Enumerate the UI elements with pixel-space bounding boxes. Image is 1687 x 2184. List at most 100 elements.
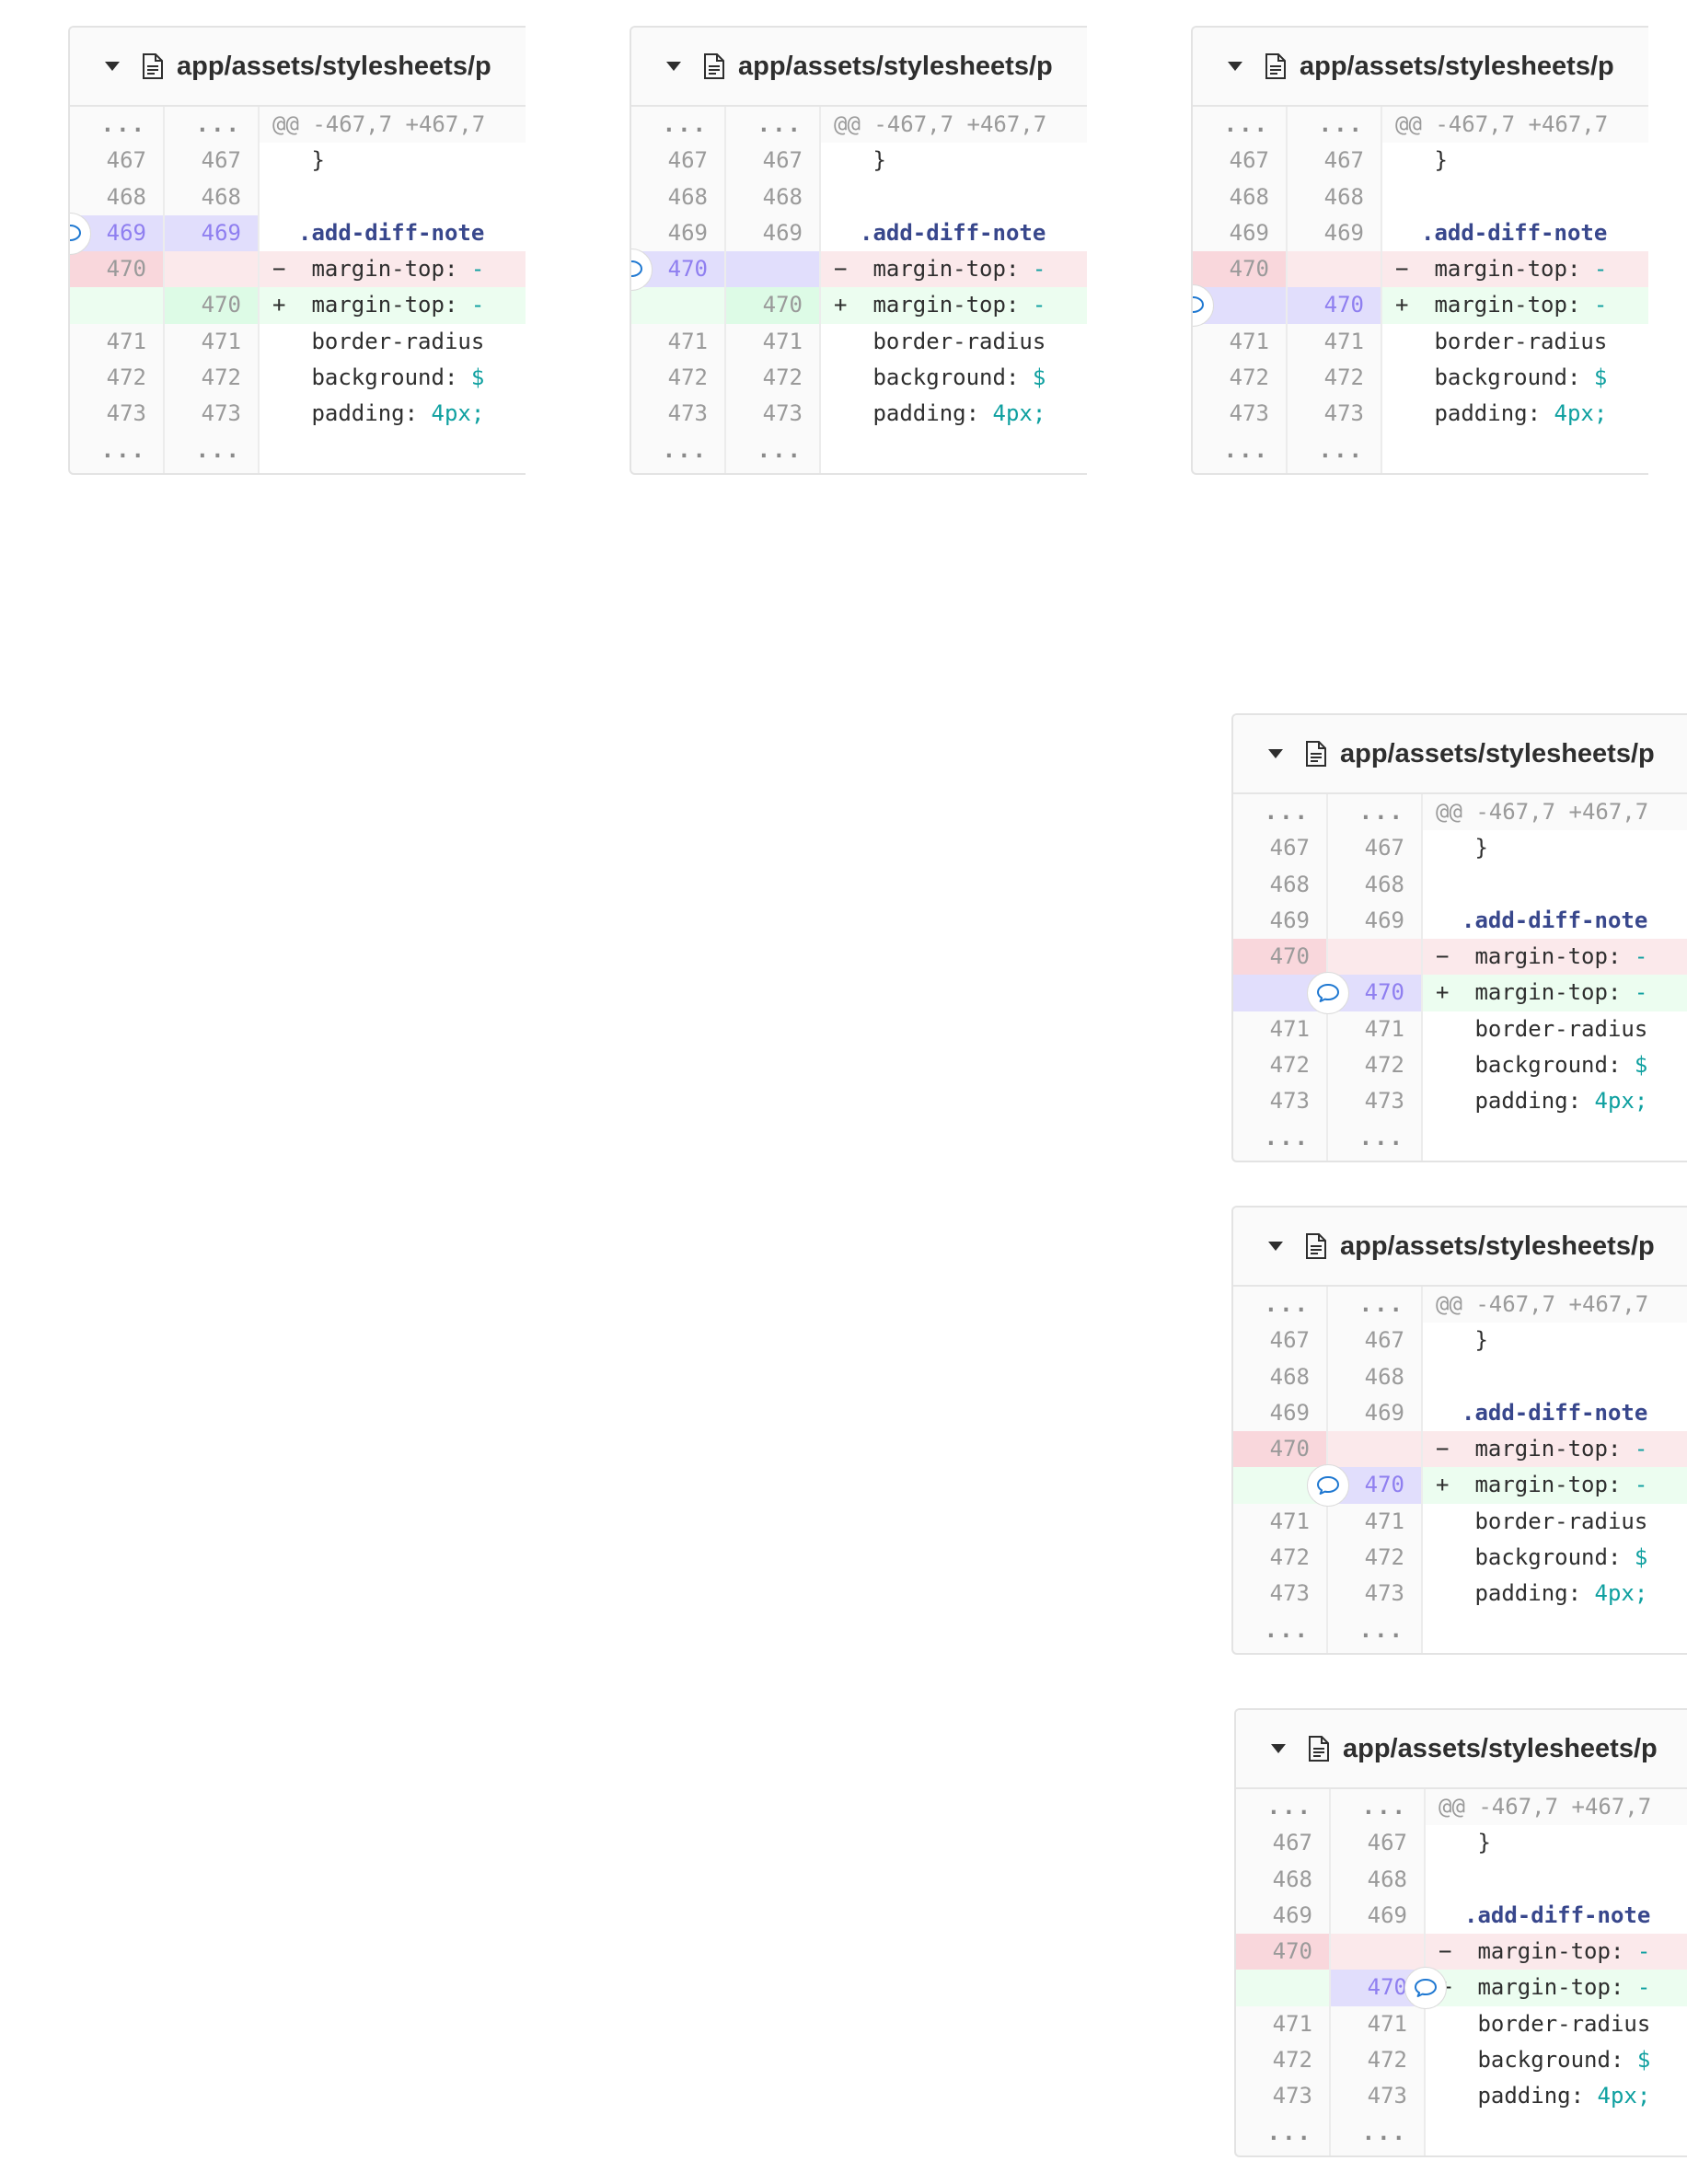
expand-row[interactable]: ...... [1233,1612,1687,1653]
old-line-number[interactable]: 473 [1236,2078,1331,2115]
old-line-number[interactable]: 473 [1193,396,1288,433]
new-line-number[interactable]: 473 [1328,1576,1423,1612]
old-line-number[interactable]: 472 [1236,2042,1331,2079]
new-line-number[interactable]: 470 [726,287,821,324]
old-line-number[interactable]: 467 [1233,1323,1328,1359]
new-line-number[interactable]: 469 [1328,902,1423,940]
new-line-number[interactable]: 473 [1288,396,1382,433]
new-line-number[interactable]: 467 [1328,830,1423,867]
old-line-number[interactable]: 473 [631,396,726,433]
old-line-number[interactable]: 467 [1193,143,1288,179]
old-line-number[interactable]: 467 [1233,830,1328,867]
old-line-number[interactable]: 467 [70,143,165,179]
new-line-number[interactable]: 467 [165,143,260,179]
chevron-down-icon[interactable] [1268,749,1283,758]
expand-row[interactable]: ...... [70,432,526,473]
old-line-number[interactable] [70,287,165,324]
old-line-number[interactable]: 472 [70,360,165,397]
old-line-number[interactable]: 468 [1233,1358,1328,1395]
new-line-number[interactable]: 469 [1328,1394,1423,1432]
new-line-number[interactable] [1331,1934,1426,1970]
old-line-number[interactable]: 473 [1233,1576,1328,1612]
expand-row[interactable]: ...... [1193,432,1648,473]
old-line-number[interactable]: 470 [1233,1431,1328,1468]
add-comment-button[interactable] [1404,1967,1447,2010]
new-line-number[interactable]: 471 [1328,1503,1423,1541]
expand-row[interactable]: ...... [1233,1119,1687,1161]
add-comment-button[interactable] [1307,972,1349,1015]
file-path[interactable]: app/assets/stylesheets/p [1340,738,1655,768]
new-line-number[interactable]: 468 [165,179,260,215]
new-line-number[interactable]: 468 [1331,1861,1426,1898]
new-line-number[interactable]: 471 [1328,1011,1423,1048]
new-line-number[interactable] [165,251,260,288]
new-line-number[interactable]: 469 [726,214,821,252]
old-line-number[interactable] [1236,1970,1331,2006]
old-line-number[interactable]: 470 [1236,1934,1331,1970]
new-line-number[interactable]: 467 [1328,1323,1423,1359]
new-line-number[interactable]: 472 [726,360,821,397]
old-line-number[interactable]: 470 [1193,251,1288,288]
old-line-number[interactable]: 473 [1233,1083,1328,1120]
new-line-number[interactable]: 468 [1288,179,1382,215]
old-line-number[interactable]: 472 [1233,1047,1328,1084]
new-line-number[interactable]: 469 [1288,214,1382,252]
new-line-number[interactable] [726,251,821,288]
new-line-number[interactable] [1288,251,1382,288]
new-line-number[interactable]: 472 [165,360,260,397]
new-line-number[interactable]: 473 [1331,2078,1426,2115]
old-line-number[interactable]: 471 [1233,1503,1328,1541]
new-line-number[interactable]: 468 [726,179,821,215]
new-line-number[interactable]: 470 [1288,287,1382,324]
old-line-number[interactable]: 467 [631,143,726,179]
file-path[interactable]: app/assets/stylesheets/p [177,51,491,81]
add-comment-button[interactable] [1307,1464,1349,1508]
new-line-number[interactable]: 473 [165,396,260,433]
file-path[interactable]: app/assets/stylesheets/p [1343,1733,1658,1763]
old-line-number[interactable]: 469 [631,214,726,252]
chevron-down-icon[interactable] [666,62,681,71]
new-line-number[interactable] [1328,1431,1423,1468]
old-line-number[interactable]: 470 [70,251,165,288]
old-line-number[interactable]: 468 [1193,179,1288,215]
new-line-number[interactable]: 467 [1288,143,1382,179]
new-line-number[interactable]: 472 [1331,2042,1426,2079]
new-line-number[interactable]: 470 [165,287,260,324]
old-line-number[interactable]: 468 [70,179,165,215]
old-line-number[interactable]: 469 [1193,214,1288,252]
old-line-number[interactable]: 471 [631,323,726,361]
old-line-number[interactable]: 469 [1233,1394,1328,1432]
new-line-number[interactable]: 468 [1328,866,1423,903]
old-line-number[interactable]: 470 [1233,939,1328,976]
new-line-number[interactable]: 472 [1288,360,1382,397]
old-line-number[interactable]: 472 [1193,360,1288,397]
old-line-number[interactable]: 473 [70,396,165,433]
new-line-number[interactable]: 471 [1331,2005,1426,2043]
old-line-number[interactable]: 469 [1236,1897,1331,1935]
old-line-number[interactable]: 471 [1233,1011,1328,1048]
old-line-number[interactable]: 468 [1236,1861,1331,1898]
old-line-number[interactable]: 472 [631,360,726,397]
old-line-number[interactable]: 471 [70,323,165,361]
new-line-number[interactable]: 471 [165,323,260,361]
old-line-number[interactable]: 469 [1233,902,1328,940]
new-line-number[interactable]: 471 [726,323,821,361]
old-line-number[interactable]: 471 [1236,2005,1331,2043]
old-line-number[interactable]: 472 [1233,1540,1328,1577]
new-line-number[interactable]: 472 [1328,1047,1423,1084]
expand-row[interactable]: ...... [631,432,1087,473]
new-line-number[interactable] [1328,939,1423,976]
new-line-number[interactable]: 473 [726,396,821,433]
new-line-number[interactable]: 472 [1328,1540,1423,1577]
old-line-number[interactable]: 467 [1236,1825,1331,1862]
chevron-down-icon[interactable] [1228,62,1242,71]
new-line-number[interactable]: 471 [1288,323,1382,361]
chevron-down-icon[interactable] [105,62,120,71]
new-line-number[interactable]: 467 [1331,1825,1426,1862]
new-line-number[interactable]: 468 [1328,1358,1423,1395]
expand-row[interactable]: ...... [1236,2114,1687,2155]
file-path[interactable]: app/assets/stylesheets/p [738,51,1053,81]
new-line-number[interactable]: 469 [1331,1897,1426,1935]
old-line-number[interactable]: 468 [631,179,726,215]
chevron-down-icon[interactable] [1271,1744,1286,1753]
